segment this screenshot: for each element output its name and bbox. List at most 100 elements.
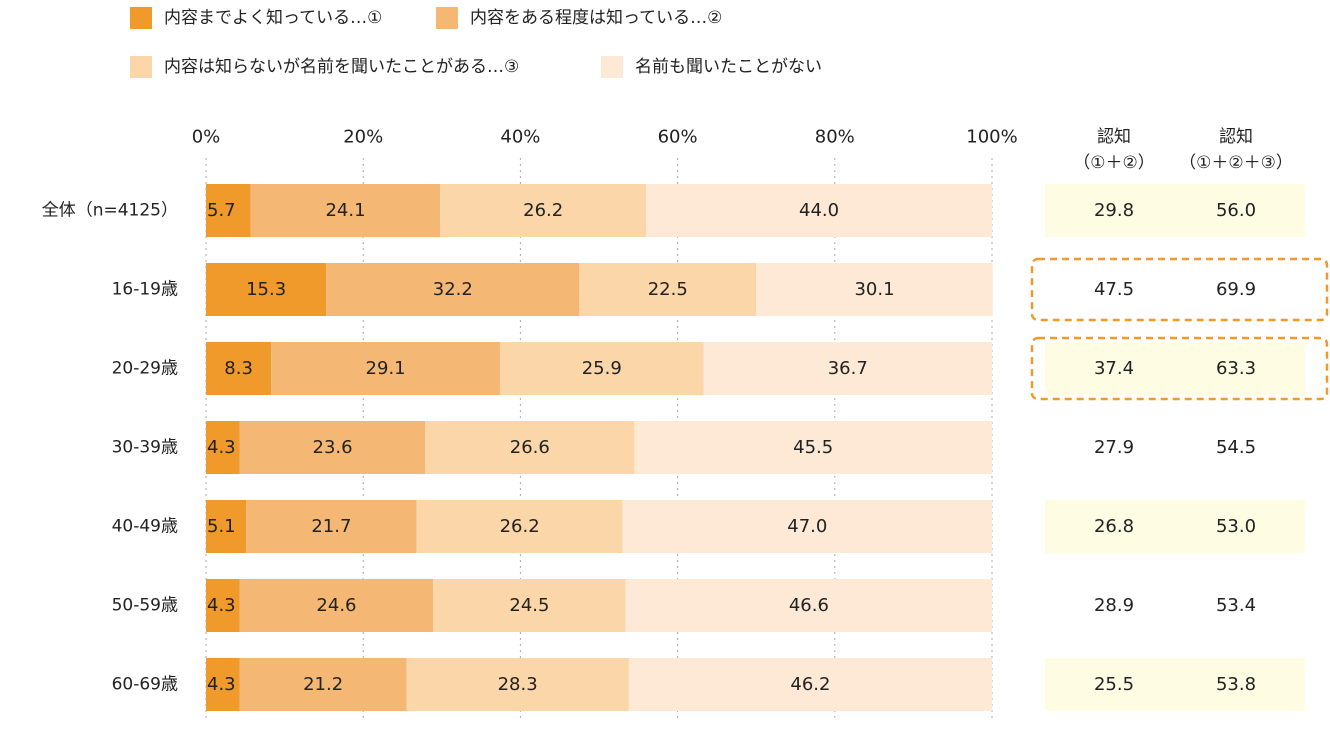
category-label: 30-39歳 [112, 438, 178, 458]
table-cell: 54.5 [1216, 437, 1256, 458]
bar-segment [239, 579, 434, 632]
table-cell: 53.4 [1216, 595, 1256, 616]
legend-label-1: 内容までよく知っている…① [164, 8, 382, 28]
bar-segment [206, 579, 240, 632]
table-header-line2: （①＋②＋③） [1179, 153, 1293, 173]
table-cell: 37.4 [1094, 358, 1134, 379]
table-cell: 56.0 [1216, 200, 1256, 221]
bar-segment [425, 421, 635, 474]
bar-segment [326, 263, 580, 316]
legend-swatch-1 [130, 7, 152, 29]
table-cell: 63.3 [1216, 358, 1256, 379]
data-label: 30.1 [854, 279, 894, 300]
data-label: 24.1 [325, 200, 365, 221]
table-cell: 28.9 [1094, 595, 1134, 616]
data-label: 4.3 [207, 674, 236, 695]
data-label: 26.6 [510, 437, 550, 458]
data-label: 26.2 [523, 200, 563, 221]
category-label: 全体（n=4125） [42, 201, 178, 221]
table-header-line1: 認知 [1219, 127, 1253, 147]
table-cell: 25.5 [1094, 674, 1134, 695]
data-label: 4.3 [207, 595, 236, 616]
data-label: 26.2 [500, 516, 540, 537]
data-label: 47.0 [787, 516, 827, 537]
bar-segment [206, 421, 240, 474]
bar-segment [622, 500, 992, 553]
data-label: 21.7 [311, 516, 351, 537]
data-label: 4.3 [207, 437, 236, 458]
data-label: 44.0 [799, 200, 839, 221]
highlight-box [1030, 257, 1329, 322]
table-header-line1: 認知 [1097, 127, 1131, 147]
bar-segment [206, 263, 327, 316]
data-label: 22.5 [648, 279, 688, 300]
highlight-box [1030, 336, 1329, 401]
bar-segment [250, 184, 441, 237]
legend-label-2: 内容をある程度は知っている…② [470, 8, 722, 28]
data-label: 36.7 [828, 358, 868, 379]
data-label: 46.2 [790, 674, 830, 695]
legend-label-3: 内容は知らないが名前を聞いたことがある…③ [164, 57, 519, 77]
bar-segment [440, 184, 647, 237]
table-row-shading [1045, 658, 1305, 711]
bar-segment [239, 421, 426, 474]
data-label: 46.6 [789, 595, 829, 616]
x-tick-label: 20% [343, 127, 383, 148]
bar-segment [206, 342, 272, 395]
category-label: 16-19歳 [112, 280, 178, 300]
data-label: 29.1 [366, 358, 406, 379]
bar-segment [756, 263, 993, 316]
category-label: 50-59歳 [112, 596, 178, 616]
data-label: 5.1 [207, 516, 236, 537]
bar-segment [206, 184, 251, 237]
table-cell: 69.9 [1216, 279, 1256, 300]
data-label: 24.5 [509, 595, 549, 616]
bar-segment [433, 579, 626, 632]
bar-segment [579, 263, 757, 316]
legend-swatch-3 [130, 56, 152, 78]
table-cell: 29.8 [1094, 200, 1134, 221]
bar-segment [634, 421, 992, 474]
table-cell: 27.9 [1094, 437, 1134, 458]
bar-segment [246, 500, 417, 553]
table-row-shading [1045, 342, 1305, 395]
data-label: 32.2 [433, 279, 473, 300]
x-tick-label: 80% [815, 127, 855, 148]
category-label: 40-49歳 [112, 517, 178, 537]
data-label: 24.6 [316, 595, 356, 616]
table-cell: 53.0 [1216, 516, 1256, 537]
bar-segment [206, 500, 247, 553]
x-tick-label: 0% [192, 127, 221, 148]
bar-segment [406, 658, 629, 711]
data-label: 28.3 [498, 674, 538, 695]
data-label: 23.6 [313, 437, 353, 458]
table-row-shading [1045, 500, 1305, 553]
category-label: 60-69歳 [112, 675, 178, 695]
table-header-line2: （①＋②） [1073, 153, 1154, 173]
table-row-shading [1045, 184, 1305, 237]
data-label: 15.3 [246, 279, 286, 300]
table-cell: 47.5 [1094, 279, 1134, 300]
bar-segment [206, 658, 240, 711]
data-label: 5.7 [207, 200, 236, 221]
data-label: 45.5 [793, 437, 833, 458]
x-tick-label: 100% [966, 127, 1017, 148]
bar-segment [625, 579, 992, 632]
bar-segment [703, 342, 992, 395]
bar-segment [628, 658, 992, 711]
bar-segment [646, 184, 992, 237]
data-label: 25.9 [582, 358, 622, 379]
legend-label-4: 名前も聞いたことがない [635, 57, 822, 77]
bar-segment [416, 500, 623, 553]
category-label: 20-29歳 [112, 359, 178, 379]
legend-swatch-2 [436, 7, 458, 29]
table-cell: 53.8 [1216, 674, 1256, 695]
x-tick-label: 60% [658, 127, 698, 148]
x-tick-label: 40% [500, 127, 540, 148]
bar-segment [239, 658, 407, 711]
data-label: 21.2 [303, 674, 343, 695]
bar-segment [271, 342, 500, 395]
table-cell: 26.8 [1094, 516, 1134, 537]
data-label: 8.3 [224, 358, 253, 379]
